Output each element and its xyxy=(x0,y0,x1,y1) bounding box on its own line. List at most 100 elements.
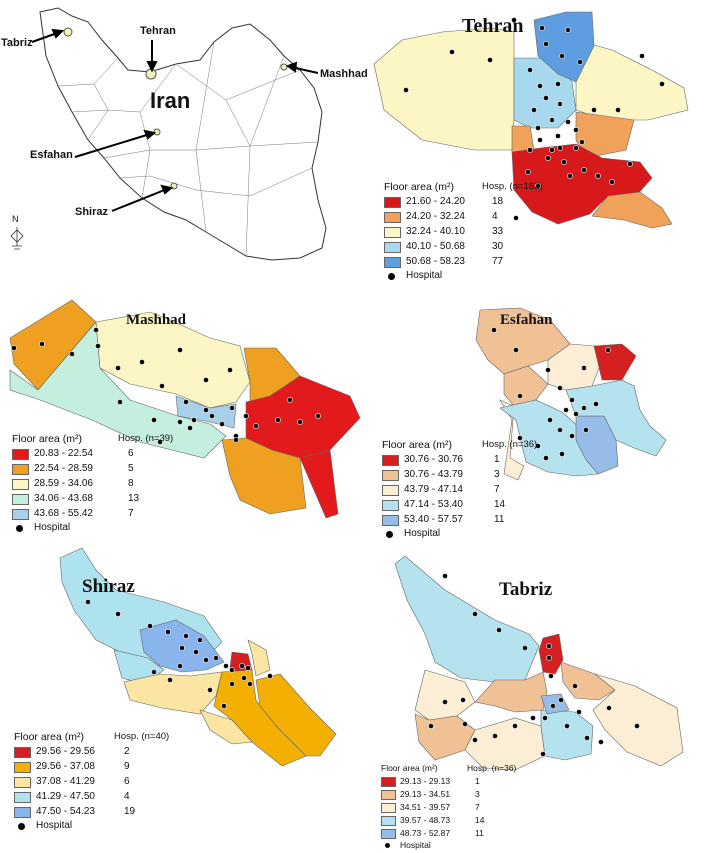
tabriz-region-peach-east xyxy=(592,673,684,767)
legend-swatch xyxy=(12,479,29,490)
legend-row: 43.68 - 55.42 7 xyxy=(12,508,202,523)
hospital-marker xyxy=(543,455,549,461)
tehran-region-orange-south xyxy=(591,191,673,229)
hospital-marker xyxy=(557,427,563,433)
hospital-marker xyxy=(139,359,145,365)
tabriz-legend: Floor area (m²) Hosp. (n=36) 29.13 - 29.1… xyxy=(381,764,541,853)
esfahan-choropleth xyxy=(475,307,667,481)
hospital-marker xyxy=(573,145,579,151)
legend-row: 20.83 - 22.54 6 xyxy=(12,448,202,463)
legend-swatch xyxy=(382,455,399,466)
hospital-marker xyxy=(569,433,575,439)
hospital-marker xyxy=(297,419,303,425)
hospital-marker xyxy=(287,397,293,403)
hospital-marker xyxy=(576,709,582,715)
hospital-marker xyxy=(537,83,543,89)
hospital-marker xyxy=(115,611,121,617)
hospital-marker xyxy=(85,599,91,605)
legend-hosp-header: Hosp. (n=36) xyxy=(482,439,538,450)
legend-swatch xyxy=(12,494,29,505)
legend-title: Floor area (m²) xyxy=(12,433,83,445)
legend-swatch xyxy=(14,777,31,788)
hospital-marker xyxy=(449,49,455,55)
hospital-marker xyxy=(442,699,448,705)
esfahan-legend: Floor area (m²) Hosp. (n=36) 30.76 - 30.7… xyxy=(382,440,572,543)
hospital-marker xyxy=(177,419,183,425)
hospital-marker xyxy=(557,101,563,107)
city-marker-tehran xyxy=(145,68,157,80)
legend-swatch xyxy=(381,777,396,787)
hospital-marker xyxy=(535,183,541,189)
hospital-marker xyxy=(233,437,239,443)
city-marker-mashhad xyxy=(280,63,288,71)
tabriz-hospitals xyxy=(428,573,640,757)
hospital-marker xyxy=(581,167,587,173)
legend-row: 37.08 - 41.29 6 xyxy=(14,776,194,791)
esfahan-map-panel: Esfahan Floor area (m²) Hosp. (n=36) 30.7… xyxy=(370,290,709,539)
hospital-marker xyxy=(193,649,199,655)
shiraz-title: Shiraz xyxy=(82,576,135,597)
hospital-marker xyxy=(69,351,75,357)
hospital-marker xyxy=(542,715,548,721)
hospital-marker xyxy=(472,611,478,617)
hospital-marker xyxy=(179,645,185,651)
hospital-marker xyxy=(517,393,523,399)
legend-row: 48.73 - 52.87 11 xyxy=(381,828,541,841)
hospital-marker xyxy=(573,411,579,417)
hospital-marker xyxy=(245,665,251,671)
legend-swatch xyxy=(14,792,31,803)
legend-row: 29.13 - 29.13 1 xyxy=(381,776,541,789)
esfahan-hospitals xyxy=(491,327,611,461)
hospital-marker xyxy=(442,573,448,579)
hospital-marker xyxy=(547,417,553,423)
tehran-map-panel: Tehran Floor area (m²) Hosp. (n=162) 21.6… xyxy=(362,0,709,290)
hospital-marker xyxy=(581,405,587,411)
hospital-marker xyxy=(165,629,171,635)
legend-swatch xyxy=(384,197,401,208)
hospital-marker xyxy=(183,399,189,405)
legend-row: 53.40 - 57.57 11 xyxy=(382,514,572,529)
legend-swatch xyxy=(382,470,399,481)
legend-row: 22.54 - 28.59 5 xyxy=(12,463,202,478)
hospital-marker xyxy=(543,95,549,101)
hospital-marker xyxy=(177,347,183,353)
legend-row: 32.24 - 40.10 33 xyxy=(384,226,554,241)
north-label: N xyxy=(12,214,19,224)
hospital-marker xyxy=(151,669,157,675)
hospital-marker xyxy=(609,179,615,185)
legend-hospital: Hospital xyxy=(12,523,202,537)
north-arrow-icon xyxy=(10,227,24,250)
hospital-marker xyxy=(243,413,249,419)
legend-row: 21.60 - 24.20 18 xyxy=(384,196,554,211)
hospital-marker xyxy=(187,425,193,431)
legend-swatch xyxy=(14,747,31,758)
hospital-marker xyxy=(561,159,567,165)
hospital-marker xyxy=(543,41,549,47)
hospital-marker xyxy=(209,413,215,419)
legend-row: 41.29 - 47.50 4 xyxy=(14,791,194,806)
city-label-mashhad: Mashhad xyxy=(320,68,368,80)
hospital-marker xyxy=(567,173,573,179)
shiraz-hospitals xyxy=(85,599,273,709)
legend-row: 29.56 - 37.08 9 xyxy=(14,761,194,776)
hospital-marker xyxy=(253,423,259,429)
hospital-marker xyxy=(639,53,645,59)
hospital-marker xyxy=(247,681,253,687)
legend-row: 29.56 - 29.56 2 xyxy=(14,746,194,761)
legend-swatch xyxy=(382,485,399,496)
legend-swatch xyxy=(384,257,401,268)
hospital-marker xyxy=(267,673,273,679)
tabriz-region-peach-south xyxy=(464,717,546,771)
esfahan-region-orange-center xyxy=(503,365,549,407)
mashhad-region-orange-south xyxy=(221,437,307,515)
iran-outline-svg xyxy=(10,7,327,261)
hospital-marker xyxy=(223,663,229,669)
legend-row: 30.76 - 43.79 3 xyxy=(382,469,572,484)
hospital-marker xyxy=(539,25,545,31)
legend-row: 39.57 - 48.73 14 xyxy=(381,815,541,828)
legend-row: 28.59 - 34.06 8 xyxy=(12,478,202,493)
legend-swatch xyxy=(12,509,29,520)
tehran-region-west xyxy=(373,27,515,151)
legend-swatch xyxy=(384,227,401,238)
esfahan-title: Esfahan xyxy=(500,312,553,328)
